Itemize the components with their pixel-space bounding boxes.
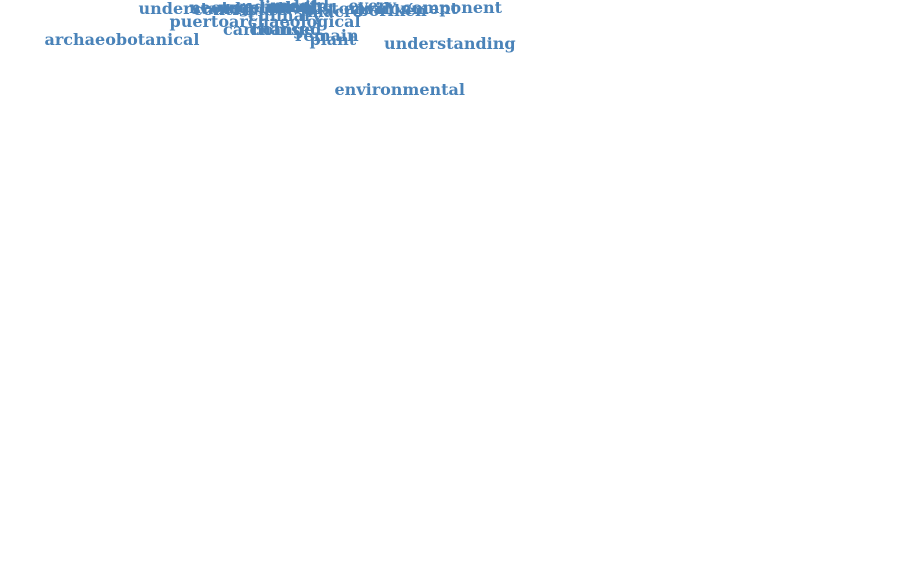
word-plant: plant (309, 30, 357, 49)
word-component: component (402, 0, 503, 17)
word-environment: environment (344, 0, 459, 18)
word-vegetation: vegetation (219, 0, 314, 17)
word-puertoarchaeological: puertoarchaeological (169, 12, 361, 31)
word-making: making (266, 0, 334, 16)
word-neotropical: neotropical (189, 0, 292, 17)
word-people: people (268, 0, 328, 16)
word-carbonised: carbonised (223, 20, 322, 39)
word-archaeobotanical: archaeobotanical (44, 30, 200, 49)
word-contribute: contribute (193, 0, 288, 19)
word-record: record (270, 0, 330, 15)
word-understand: understand (138, 0, 242, 18)
word-sediment: sediment (234, 0, 318, 16)
word-every: every (348, 0, 396, 15)
word-culinary: culinary (248, 6, 322, 25)
word-macro: macro (307, 2, 364, 21)
word-historical: historical (304, 0, 390, 18)
word-environmental: environmental (334, 80, 466, 99)
word-understanding: understanding (384, 34, 516, 53)
word-change: change (249, 20, 315, 39)
word-remain: remain (295, 26, 359, 45)
word-boriken: borikén (357, 1, 427, 20)
